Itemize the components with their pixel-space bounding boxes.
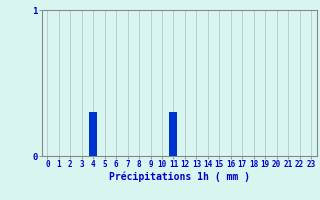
X-axis label: Précipitations 1h ( mm ): Précipitations 1h ( mm ) [109, 172, 250, 182]
Bar [170, 112, 178, 156]
Bar [89, 112, 97, 156]
